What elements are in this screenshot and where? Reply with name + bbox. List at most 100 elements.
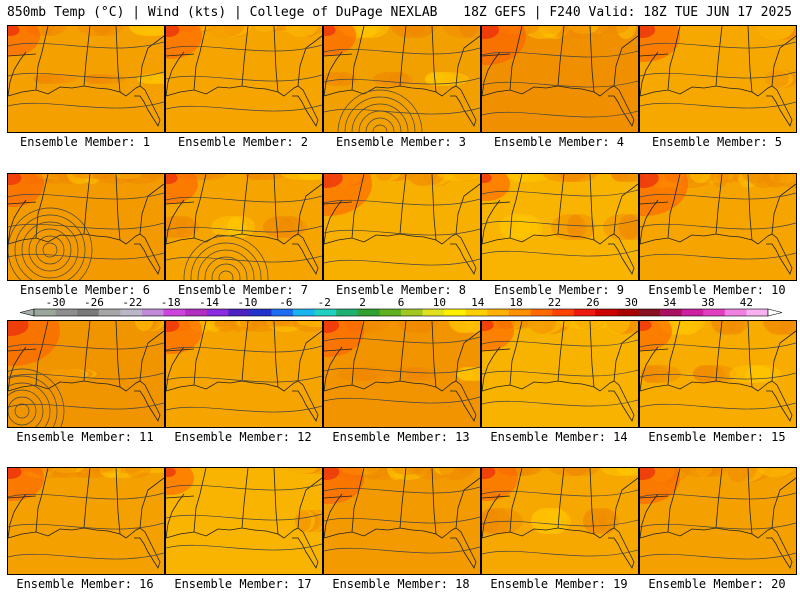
colorbar-swatch [660, 309, 682, 316]
colorbar-right-arrow [767, 308, 783, 317]
colorbar-swatch [681, 309, 704, 316]
ensemble-map-panel [639, 320, 797, 428]
colorbar-swatch [141, 309, 164, 316]
ensemble-member-label: Ensemble Member: 16 [16, 577, 154, 591]
colorbar-tick-label: -18 [161, 296, 181, 309]
temperature-field-map [482, 174, 638, 275]
ensemble-member-label: Ensemble Member: 10 [648, 283, 786, 297]
temperature-field-map [8, 174, 164, 280]
temperature-field-map [166, 321, 322, 422]
ensemble-member-label: Ensemble Member: 9 [493, 283, 625, 297]
temperature-field-map [8, 468, 164, 569]
ensemble-map-panel [165, 320, 323, 428]
colorbar-tick-label: -2 [318, 296, 331, 309]
ensemble-member-label: Ensemble Member: 19 [490, 577, 628, 591]
valid-time: 18Z GEFS | F240 Valid: 18Z TUE JUN 17 20… [463, 5, 792, 20]
ensemble-member-label: Ensemble Member: 1 [19, 135, 151, 149]
colorbar-swatch [357, 309, 380, 316]
colorbar-swatch [271, 309, 294, 316]
ensemble-member-label: Ensemble Member: 8 [335, 283, 467, 297]
colorbar-swatch [422, 309, 445, 316]
colorbar-tick-label: 38 [701, 296, 714, 309]
ensemble-member-label: Ensemble Member: 7 [177, 283, 309, 297]
temperature-field-map [640, 321, 796, 422]
colorbar-swatch [249, 309, 272, 316]
colorbar-swatch [293, 309, 315, 316]
ensemble-member-label: Ensemble Member: 12 [174, 430, 312, 444]
colorbar-swatch [444, 309, 467, 316]
ensemble-map-panel [7, 173, 165, 281]
temperature-field-map [324, 468, 480, 569]
temperature-field-map [482, 26, 638, 127]
temperature-field-map [8, 321, 164, 427]
ensemble-map-panel [639, 467, 797, 575]
colorbar-swatch [530, 309, 553, 316]
colorbar-tick-label: -26 [84, 296, 104, 309]
colorbar-tick-label: 18 [510, 296, 523, 309]
ensemble-member-label: Ensemble Member: 2 [177, 135, 309, 149]
colorbar-tick-label: -6 [279, 296, 292, 309]
ensemble-member-label: Ensemble Member: 4 [493, 135, 625, 149]
colorbar-swatch [724, 309, 747, 316]
ensemble-member-label: Ensemble Member: 18 [332, 577, 470, 591]
colorbar-tick-label: -22 [122, 296, 142, 309]
colorbar-tick-label: 14 [471, 296, 485, 309]
colorbar-swatch [638, 309, 661, 316]
colorbar-tick-label: 30 [625, 296, 638, 309]
ensemble-member-label: Ensemble Member: 14 [490, 430, 628, 444]
colorbar-swatch [573, 309, 596, 316]
ensemble-map-panel [639, 173, 797, 281]
ensemble-member-label: Ensemble Member: 20 [648, 577, 786, 591]
colorbar-tick-label: 42 [740, 296, 753, 309]
temperature-colorbar: -30 -26 -22 -18 -14 -10 -6 -2 2 6 10 14 18 22 26 30 34 38… [0, 296, 800, 318]
ensemble-map-panel [481, 25, 639, 133]
temperature-field-map [166, 26, 322, 127]
temperature-field-map [324, 321, 480, 422]
temperature-field-map [324, 174, 480, 275]
ensemble-map-panel [7, 467, 165, 575]
colorbar-graphic: -30 -26 -22 -18 -14 -10 -6 -2 2 6 10 14 18 22 26 30 34 38… [19, 296, 783, 317]
ensemble-map-panel [323, 320, 481, 428]
colorbar-tick-label: 26 [586, 296, 599, 309]
ensemble-map-panel [481, 173, 639, 281]
temperature-field-map [324, 26, 480, 132]
ensemble-member-label: Ensemble Member: 6 [19, 283, 151, 297]
ensemble-map-panel [481, 467, 639, 575]
ensemble-map-panel [323, 173, 481, 281]
colorbar-swatch [703, 309, 726, 316]
colorbar-swatch [487, 309, 510, 316]
colorbar-swatch [595, 309, 618, 316]
colorbar-swatch [120, 309, 143, 316]
ensemble-member-label: Ensemble Member: 17 [174, 577, 312, 591]
colorbar-swatch [34, 309, 56, 316]
colorbar-swatch [98, 309, 121, 316]
ensemble-map-panel [481, 320, 639, 428]
colorbar-swatch [314, 309, 337, 316]
colorbar-tick-label: 22 [548, 296, 561, 309]
colorbar-tick-label: -14 [199, 296, 219, 309]
colorbar-swatch [55, 309, 78, 316]
ensemble-map-panel [165, 173, 323, 281]
colorbar-tick-label: 34 [663, 296, 677, 309]
temperature-field-map [640, 468, 796, 569]
ensemble-map-panel [323, 25, 481, 133]
colorbar-swatch [228, 309, 251, 316]
colorbar-swatch [508, 309, 531, 316]
ensemble-member-label: Ensemble Member: 15 [648, 430, 786, 444]
temperature-field-map [482, 321, 638, 422]
temperature-field-map [482, 468, 638, 569]
colorbar-swatch [465, 309, 488, 316]
ensemble-member-label: Ensemble Member: 5 [651, 135, 783, 149]
colorbar-tick-label: -10 [238, 296, 258, 309]
temperature-field-map [166, 468, 322, 569]
ensemble-member-label: Ensemble Member: 3 [335, 135, 467, 149]
colorbar-swatch [552, 309, 575, 316]
temperature-field-map [8, 26, 164, 127]
colorbar-tick-label: 10 [433, 296, 446, 309]
colorbar-swatch [163, 309, 186, 316]
colorbar-swatch [401, 309, 423, 316]
colorbar-swatch [185, 309, 208, 316]
map-title: 850mb Temp (°C) | Wind (kts) | College o… [7, 5, 438, 20]
ensemble-member-label: Ensemble Member: 13 [332, 430, 470, 444]
colorbar-tick-label: -30 [46, 296, 66, 309]
